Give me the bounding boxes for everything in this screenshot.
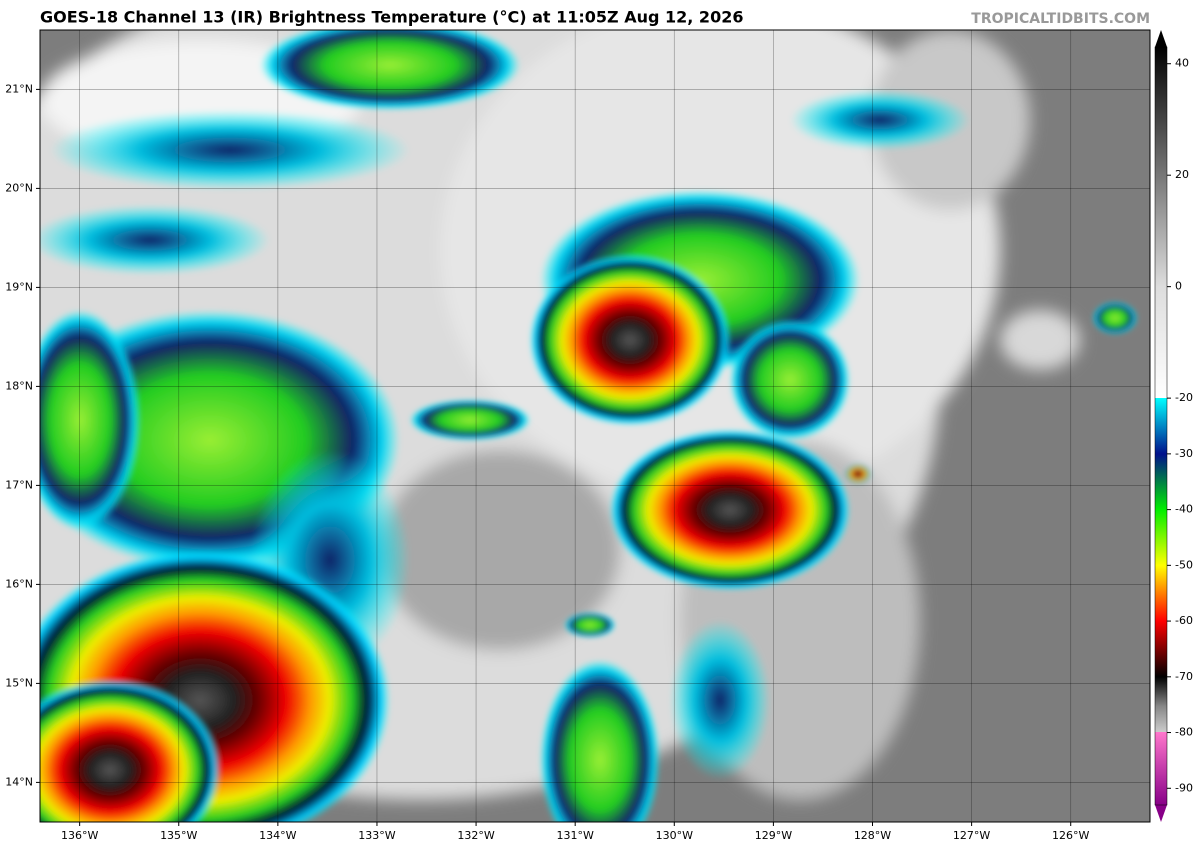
x-tick-label: 136°W — [61, 829, 98, 842]
x-tick-label: 132°W — [457, 829, 494, 842]
colorbar-tick-label: -80 — [1175, 726, 1193, 739]
credit: TROPICALTIDBITS.COM — [971, 11, 1150, 27]
x-tick-label: 128°W — [854, 829, 891, 842]
colorbar-tick-label: -50 — [1175, 558, 1193, 571]
x-tick-label: 129°W — [755, 829, 792, 842]
y-tick-label: 18°N — [5, 379, 33, 392]
x-tick-label: 130°W — [656, 829, 693, 842]
colorbar-tick-label: 0 — [1175, 280, 1182, 293]
colorbar-tick-label: -30 — [1175, 447, 1193, 460]
y-tick-label: 21°N — [5, 82, 33, 95]
y-tick-label: 16°N — [5, 577, 33, 590]
colorbar-tick-label: 40 — [1175, 57, 1189, 70]
colorbar-extend-top — [1155, 30, 1167, 47]
x-tick-label: 127°W — [953, 829, 990, 842]
y-tick-label: 17°N — [5, 478, 33, 491]
x-tick-label: 126°W — [1052, 829, 1089, 842]
graticule — [40, 30, 1150, 822]
colorbar-tick-label: -40 — [1175, 503, 1193, 516]
x-tick-label: 131°W — [556, 829, 593, 842]
y-tick-label: 14°N — [5, 775, 33, 788]
x-tick-label: 134°W — [259, 829, 296, 842]
y-tick-label: 20°N — [5, 181, 33, 194]
colorbar — [1154, 46, 1168, 806]
colorbar-extend-bottom — [1155, 805, 1167, 822]
x-tick-label: 133°W — [358, 829, 395, 842]
colorbar-tick-label: 20 — [1175, 168, 1189, 181]
map-frame — [39, 29, 1151, 823]
colorbar-tick-label: -60 — [1175, 614, 1193, 627]
y-tick-label: 15°N — [5, 676, 33, 689]
axes: 136°W 135°W 134°W 133°W 132°W 131°W 130°W 129°W… — [5, 57, 1193, 842]
x-tick-label: 135°W — [160, 829, 197, 842]
colorbar-tick-label: -20 — [1175, 391, 1193, 404]
y-tick-label: 19°N — [5, 280, 33, 293]
satellite-image — [40, 30, 1150, 822]
colorbar-tick-label: -90 — [1175, 781, 1193, 794]
title: GOES-18 Channel 13 (IR) Brightness Tempe… — [40, 8, 743, 27]
colorbar-tick-label: -70 — [1175, 670, 1193, 683]
